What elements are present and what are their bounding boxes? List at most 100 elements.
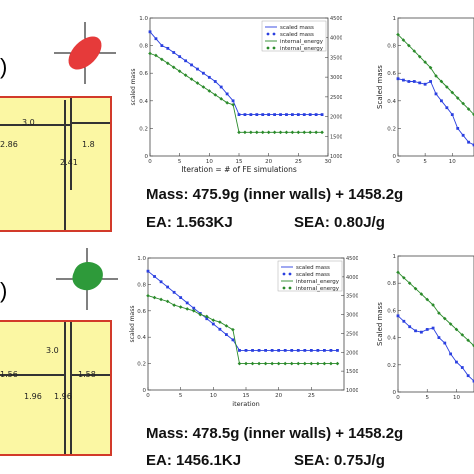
data-point <box>166 285 169 289</box>
data-point <box>178 55 182 59</box>
ea-summary: EA: 1.563KJ <box>146 214 233 231</box>
data-point <box>302 113 306 116</box>
data-point <box>153 275 156 278</box>
data-point <box>211 322 215 326</box>
y-tick-label: 1.0 <box>139 16 148 22</box>
data-point <box>336 349 339 352</box>
data-point <box>467 140 470 144</box>
data-point <box>225 92 229 96</box>
data-point <box>402 78 405 82</box>
data-point <box>434 74 438 78</box>
panel-label: ) <box>0 278 8 303</box>
data-point <box>249 113 253 116</box>
x-tick-label: 25 <box>295 159 302 165</box>
cross-section-bottom: 3.0 1.56 1.58 1.96 1.96 <box>0 320 112 456</box>
data-point <box>283 349 287 352</box>
data-point <box>184 59 187 63</box>
data-point <box>224 324 229 328</box>
y-tick-label: 0.8 <box>137 282 146 288</box>
data-point <box>437 336 441 339</box>
data-point <box>251 349 254 352</box>
stress-glyph-bottom <box>56 248 118 310</box>
y2-tick-label: 3500 <box>346 294 358 300</box>
y-tick-label: 1 <box>393 16 397 22</box>
data-point <box>160 44 164 47</box>
y-tick-label: 0.2 <box>139 126 148 132</box>
y-tick-label: 0.6 <box>387 308 396 314</box>
data-point <box>225 333 228 336</box>
legend-swatch <box>282 272 286 276</box>
y2-tick-label: 3500 <box>330 55 342 61</box>
data-point <box>316 349 320 352</box>
legend-entry: internal_energy <box>296 279 340 285</box>
legend-swatch <box>282 286 286 290</box>
y2-tick-label: 1500 <box>346 369 358 375</box>
y-tick-label: 0 <box>145 154 149 160</box>
mass-summary: Mass: 478.5g (inner walls) + 1458.2g <box>146 425 404 442</box>
legend-box <box>277 260 343 292</box>
y-tick-label: 1 <box>393 254 397 260</box>
data-point <box>308 113 312 116</box>
x-tick-label: 10 <box>206 159 213 165</box>
data-point <box>396 314 400 318</box>
data-point <box>172 290 176 294</box>
legend-swatch <box>272 32 276 36</box>
stress-blob <box>72 262 103 291</box>
x-tick-label: 10 <box>449 159 456 165</box>
sea-summary: SEA: 0.75J/g <box>294 452 385 469</box>
data-point <box>237 130 241 135</box>
data-point <box>238 349 241 352</box>
y2-tick-label: 4000 <box>346 275 358 281</box>
legend-entry: internal_energy <box>280 46 324 52</box>
y-tick-label: 0.6 <box>139 71 148 77</box>
x-tick-label: 5 <box>423 159 427 165</box>
optimization-history-chart-top: 0 5 10 15 20 25 30 0 0.2 0.4 0.6 0.8 1.0 1000 1500 2000… <box>130 16 342 174</box>
x-tick-label: 15 <box>236 159 243 165</box>
y2-tick-label: 2500 <box>330 95 342 101</box>
data-point <box>172 51 176 54</box>
wall-thickness: 1.96 <box>54 392 72 401</box>
optimization-history-chart-bottom: 0 5 10 15 20 25 0 0.2 0.4 0.6 0.8 1.0 1000 1500 2000 25… <box>129 256 358 408</box>
data-point <box>257 349 261 352</box>
data-point <box>407 80 411 83</box>
x-tick-label: 15 <box>243 393 250 399</box>
data-point <box>285 113 288 116</box>
data-point <box>431 326 435 330</box>
data-point <box>261 113 265 116</box>
data-point <box>296 361 301 366</box>
data-point <box>314 130 318 135</box>
data-point <box>273 113 276 116</box>
y-tick-label: 0 <box>393 390 397 396</box>
data-point <box>419 330 423 334</box>
data-point <box>172 303 176 307</box>
x-tick-label: 0 <box>148 159 152 165</box>
data-point <box>466 374 470 378</box>
data-point <box>396 32 400 37</box>
data-point <box>219 85 223 89</box>
wall-thickness: 1.56 <box>0 370 18 379</box>
legend-swatch <box>266 32 270 36</box>
data-point <box>461 133 465 137</box>
data-point <box>279 113 282 116</box>
x-tick-label: 5 <box>178 159 182 165</box>
legend-box <box>261 20 327 52</box>
data-point <box>255 113 259 116</box>
legend-entry: scaled mass <box>280 25 314 31</box>
data-point <box>418 81 422 85</box>
x-tick-label: 20 <box>275 393 282 399</box>
data-point <box>303 349 307 352</box>
data-point <box>160 57 164 62</box>
y2-tick-label: 4000 <box>330 36 342 42</box>
data-point <box>440 99 443 103</box>
x-tick-label: 5 <box>179 393 183 399</box>
data-point <box>289 361 294 366</box>
data-point <box>309 349 313 352</box>
data-point <box>329 349 333 352</box>
x-tick-label: 30 <box>325 159 332 165</box>
data-point <box>314 113 318 116</box>
y-tick-label: 0.8 <box>139 44 148 50</box>
cross-section-top: 3.0 2.86 1.8 2.41 <box>0 96 112 232</box>
data-point <box>195 81 200 85</box>
data-point <box>290 130 295 135</box>
y-tick-label: 0.6 <box>387 71 396 77</box>
